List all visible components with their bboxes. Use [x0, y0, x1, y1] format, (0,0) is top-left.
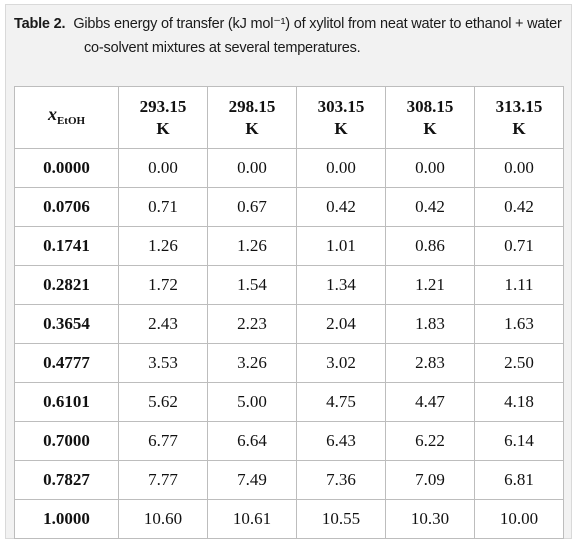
- gibbs-energy-value-cell: 3.53: [118, 343, 208, 383]
- table-body: 0.0000 0.00 0.00 0.00 0.00 0.00 0.0706 0.71 0.67…: [14, 148, 564, 539]
- gibbs-energy-value-cell: 0.00: [118, 148, 208, 188]
- gibbs-energy-value-cell: 7.09: [385, 460, 475, 500]
- gibbs-energy-value-cell: 0.67: [207, 187, 297, 227]
- gibbs-energy-value-cell: 3.02: [296, 343, 386, 383]
- gibbs-energy-value-cell: 1.54: [207, 265, 297, 305]
- gibbs-energy-value-cell: 1.34: [296, 265, 386, 305]
- gibbs-energy-value-cell: 1.21: [385, 265, 475, 305]
- column-header-value: 308.15: [406, 96, 454, 116]
- gibbs-energy-value-cell: 0.00: [207, 148, 297, 188]
- gibbs-energy-value-cell: 5.62: [118, 382, 208, 422]
- gibbs-energy-value-cell: 4.18: [474, 382, 564, 422]
- table-row: 0.7000 6.77 6.64 6.43 6.22 6.14: [14, 421, 564, 461]
- gibbs-energy-value-cell: 2.43: [118, 304, 208, 344]
- column-header-unit: K: [512, 118, 526, 138]
- gibbs-energy-value-cell: 1.26: [118, 226, 208, 266]
- gibbs-energy-value-cell: 0.00: [474, 148, 564, 188]
- gibbs-energy-table: xEtOH 293.15 K 298.15 K 303.15 K 308.15 K 31…: [14, 86, 564, 539]
- row-mole-fraction-cell: 0.6101: [14, 382, 119, 422]
- gibbs-energy-value-cell: 0.42: [385, 187, 475, 227]
- table-caption: Table 2. Gibbs energy of transfer (kJ mol…: [14, 12, 562, 60]
- gibbs-energy-value-cell: 2.50: [474, 343, 564, 383]
- table-caption-text-line2: co-solvent mixtures at several temperatu…: [84, 40, 361, 56]
- column-header-4: 308.15 K: [385, 86, 475, 149]
- table-row: 0.0706 0.71 0.67 0.42 0.42 0.42: [14, 187, 564, 227]
- table-caption-text-line1: Gibbs energy of transfer (kJ mol⁻¹) of x…: [73, 16, 562, 32]
- row-mole-fraction-cell: 0.2821: [14, 265, 119, 305]
- gibbs-energy-value-cell: 7.49: [207, 460, 297, 500]
- column-header-unit: K: [245, 118, 259, 138]
- row-mole-fraction-cell: 0.7827: [14, 460, 119, 500]
- gibbs-energy-value-cell: 1.83: [385, 304, 475, 344]
- gibbs-energy-value-cell: 7.36: [296, 460, 386, 500]
- gibbs-energy-value-cell: 0.00: [385, 148, 475, 188]
- gibbs-energy-value-cell: 1.63: [474, 304, 564, 344]
- gibbs-energy-value-cell: 5.00: [207, 382, 297, 422]
- gibbs-energy-value-cell: 6.22: [385, 421, 475, 461]
- row-mole-fraction-cell: 0.1741: [14, 226, 119, 266]
- row-mole-fraction-cell: 0.7000: [14, 421, 119, 461]
- table-row: 0.0000 0.00 0.00 0.00 0.00 0.00: [14, 148, 564, 188]
- gibbs-energy-value-cell: 10.55: [296, 499, 386, 539]
- gibbs-energy-value-cell: 0.71: [474, 226, 564, 266]
- row-mole-fraction-cell: 1.0000: [14, 499, 119, 539]
- gibbs-energy-value-cell: 0.71: [118, 187, 208, 227]
- column-header-unit: K: [156, 118, 170, 138]
- row-mole-fraction-cell: 0.3654: [14, 304, 119, 344]
- gibbs-energy-value-cell: 10.30: [385, 499, 475, 539]
- gibbs-energy-value-cell: 6.43: [296, 421, 386, 461]
- table-row: 1.0000 10.60 10.61 10.55 10.30 10.00: [14, 499, 564, 539]
- gibbs-energy-value-cell: 6.64: [207, 421, 297, 461]
- gibbs-energy-value-cell: 2.23: [207, 304, 297, 344]
- table-row: 0.1741 1.26 1.26 1.01 0.86 0.71: [14, 226, 564, 266]
- column-header-value: 298.15: [228, 96, 276, 116]
- table-row: 0.2821 1.72 1.54 1.34 1.21 1.11: [14, 265, 564, 305]
- gibbs-energy-value-cell: 0.42: [296, 187, 386, 227]
- table-row: 0.4777 3.53 3.26 3.02 2.83 2.50: [14, 343, 564, 383]
- row-mole-fraction-cell: 0.0706: [14, 187, 119, 227]
- gibbs-energy-value-cell: 4.75: [296, 382, 386, 422]
- gibbs-energy-value-cell: 10.60: [118, 499, 208, 539]
- gibbs-energy-value-cell: 6.81: [474, 460, 564, 500]
- gibbs-energy-value-cell: 1.26: [207, 226, 297, 266]
- row-header-variable: x: [47, 104, 57, 124]
- column-header-1: 293.15 K: [118, 86, 208, 149]
- table-row: 0.6101 5.62 5.00 4.75 4.47 4.18: [14, 382, 564, 422]
- row-header-cell: xEtOH: [14, 86, 119, 149]
- row-mole-fraction-cell: 0.4777: [14, 343, 119, 383]
- gibbs-energy-value-cell: 7.77: [118, 460, 208, 500]
- table-row: 0.3654 2.43 2.23 2.04 1.83 1.63: [14, 304, 564, 344]
- column-header-value: 303.15: [317, 96, 365, 116]
- column-header-unit: K: [334, 118, 348, 138]
- column-header-value: 293.15: [139, 96, 187, 116]
- gibbs-energy-value-cell: 6.77: [118, 421, 208, 461]
- table-row: 0.7827 7.77 7.49 7.36 7.09 6.81: [14, 460, 564, 500]
- gibbs-energy-value-cell: 0.00: [296, 148, 386, 188]
- gibbs-energy-value-cell: 4.47: [385, 382, 475, 422]
- gibbs-energy-value-cell: 1.01: [296, 226, 386, 266]
- gibbs-energy-value-cell: 0.86: [385, 226, 475, 266]
- column-header-2: 298.15 K: [207, 86, 297, 149]
- gibbs-energy-value-cell: 10.00: [474, 499, 564, 539]
- gibbs-energy-value-cell: 6.14: [474, 421, 564, 461]
- column-header-value: 313.15: [495, 96, 543, 116]
- gibbs-energy-value-cell: 10.61: [207, 499, 297, 539]
- gibbs-energy-value-cell: 2.83: [385, 343, 475, 383]
- column-header-unit: K: [423, 118, 437, 138]
- row-header-subscript: EtOH: [56, 115, 86, 127]
- gibbs-energy-value-cell: 2.04: [296, 304, 386, 344]
- table-header-row: xEtOH 293.15 K 298.15 K 303.15 K 308.15 K 31…: [14, 86, 564, 149]
- gibbs-energy-value-cell: 0.42: [474, 187, 564, 227]
- gibbs-energy-value-cell: 3.26: [207, 343, 297, 383]
- table-caption-label: Table 2.: [14, 16, 66, 32]
- gibbs-energy-value-cell: 1.72: [118, 265, 208, 305]
- row-mole-fraction-cell: 0.0000: [14, 148, 119, 188]
- gibbs-energy-value-cell: 1.11: [474, 265, 564, 305]
- column-header-5: 313.15 K: [474, 86, 564, 149]
- column-header-3: 303.15 K: [296, 86, 386, 149]
